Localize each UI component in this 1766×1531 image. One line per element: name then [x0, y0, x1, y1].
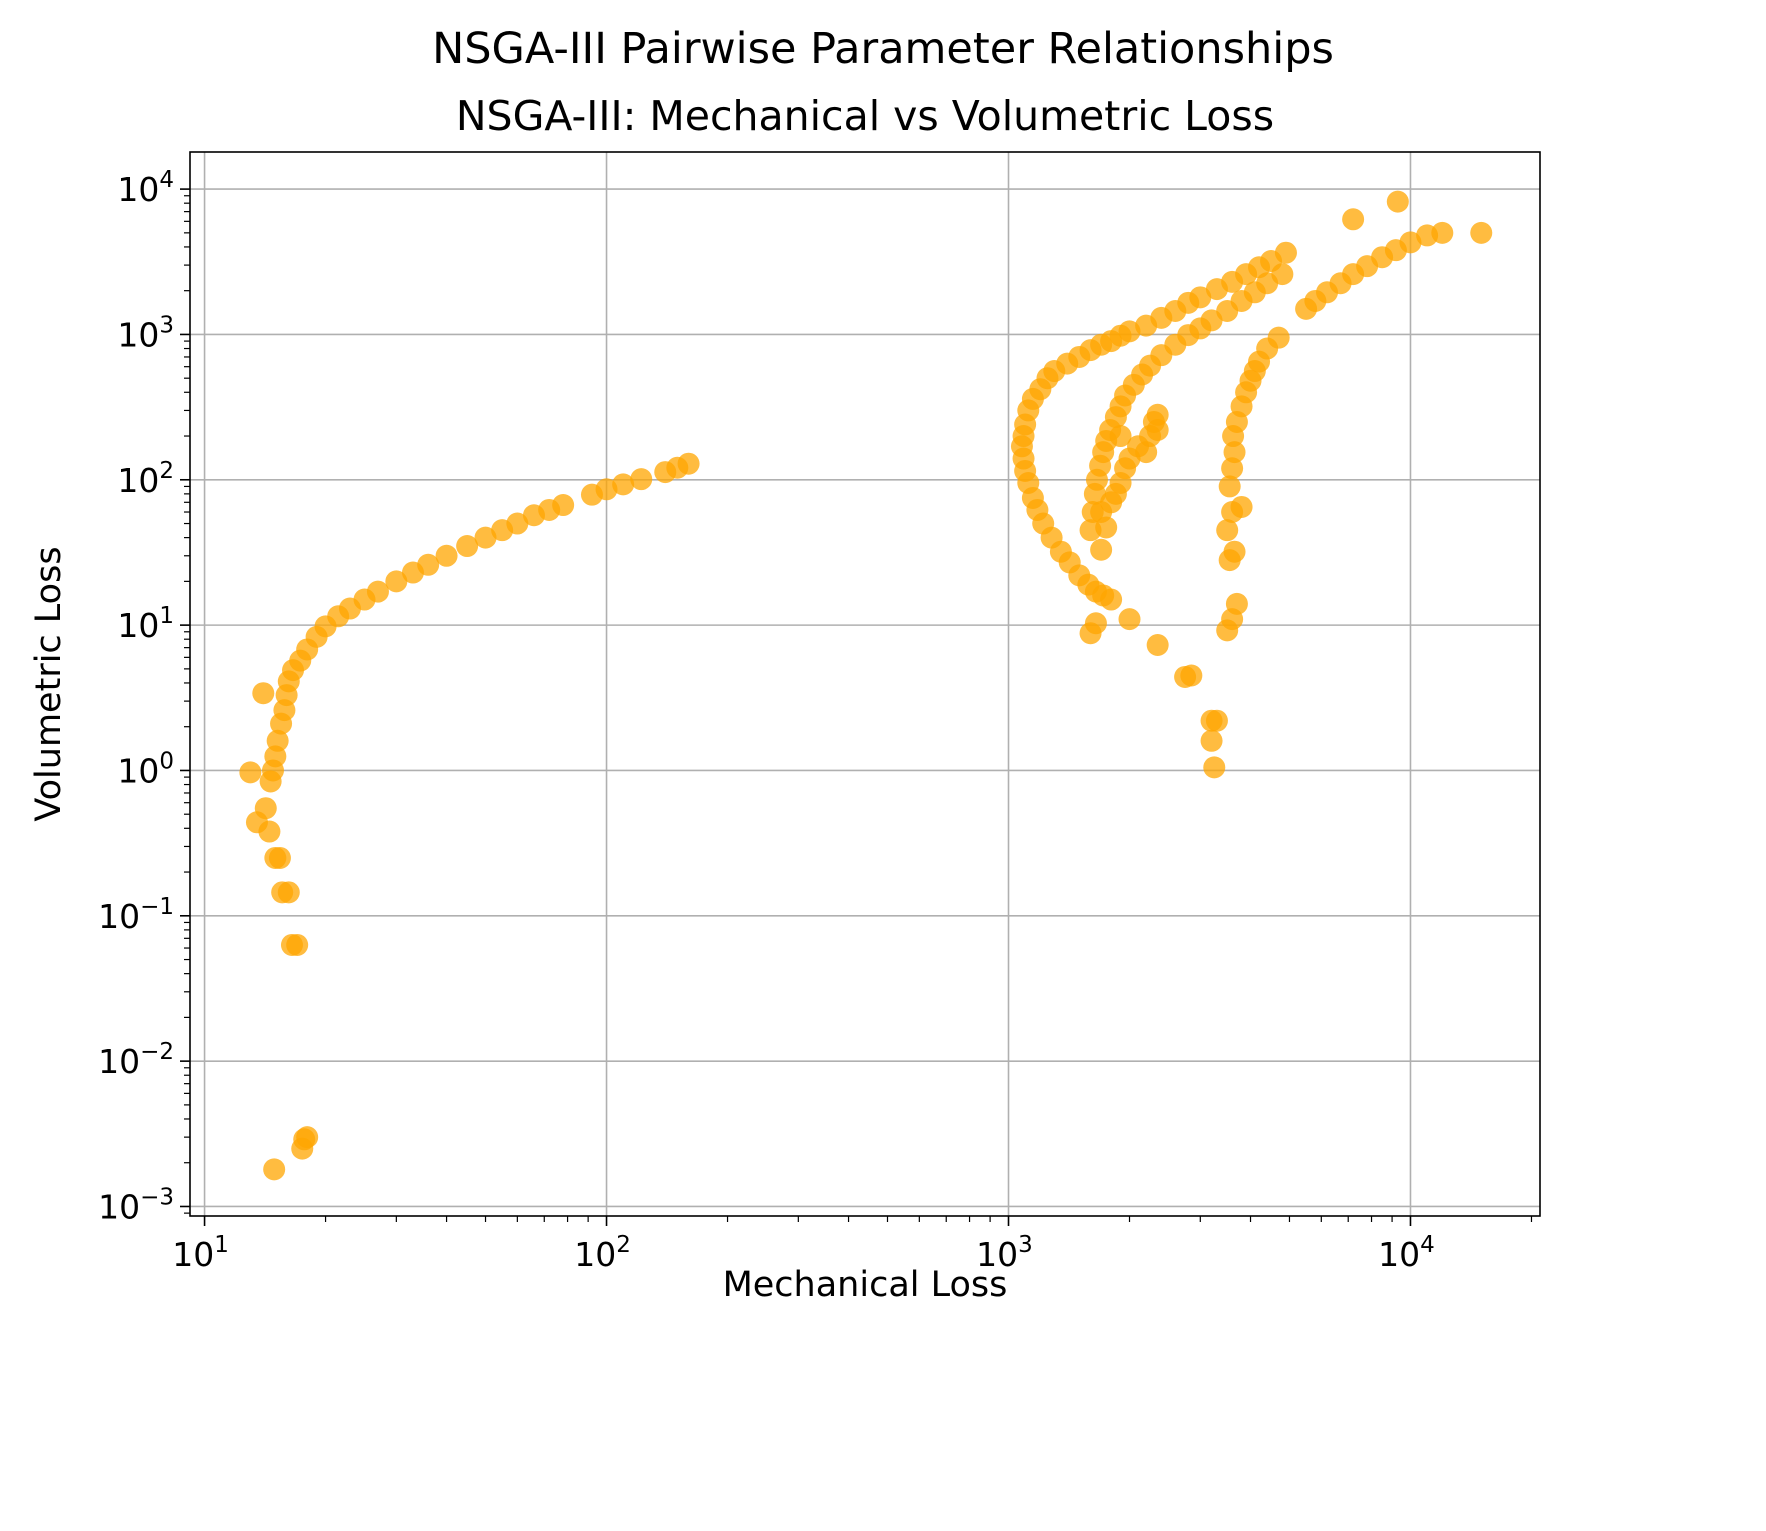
data-point: [1090, 538, 1113, 561]
data-point: [1342, 208, 1365, 231]
data-point: [1109, 425, 1132, 448]
data-point: [552, 494, 575, 517]
y-tick-label: 103: [117, 312, 174, 354]
data-point: [1230, 495, 1253, 518]
data-point: [1399, 231, 1422, 254]
data-point: [506, 512, 529, 535]
data-point: [1267, 326, 1290, 349]
plot-title: NSGA-III: Mechanical vs Volumetric Loss: [456, 92, 1274, 140]
data-point: [1225, 592, 1248, 615]
data-point: [1146, 419, 1169, 442]
y-tick-label: 101: [117, 603, 174, 645]
x-tick-label: 103: [976, 1232, 1033, 1274]
data-point: [1218, 475, 1241, 498]
y-tick-label: 102: [117, 458, 174, 500]
data-point: [258, 820, 281, 843]
y-tick-label: 10−1: [98, 894, 174, 936]
data-point: [1146, 403, 1169, 426]
data-point: [1118, 608, 1141, 631]
data-point: [1200, 729, 1223, 752]
y-tick-label: 10−3: [98, 1184, 174, 1226]
data-point: [277, 881, 300, 904]
data-point: [1271, 263, 1294, 286]
data-point: [435, 544, 458, 567]
data-point: [1386, 190, 1409, 213]
grid-lines: [190, 152, 1540, 1216]
data-point: [366, 580, 389, 603]
y-axis-label: Volumetric Loss: [29, 546, 69, 821]
data-point: [677, 452, 700, 475]
y-tick-label: 100: [117, 748, 174, 790]
data-point: [268, 846, 291, 869]
data-point: [1189, 286, 1212, 309]
data-point: [456, 535, 479, 558]
data-point: [1216, 519, 1239, 542]
x-tick-label: 101: [172, 1232, 229, 1274]
x-axis-label: Mechanical Loss: [723, 1265, 1008, 1305]
data-points: [239, 190, 1493, 1181]
data-point: [1100, 588, 1123, 611]
data-point: [1203, 756, 1226, 779]
data-point: [1223, 441, 1246, 464]
data-point: [239, 761, 262, 784]
data-point: [286, 933, 309, 956]
data-point: [1431, 221, 1454, 244]
data-point: [417, 553, 440, 576]
data-point: [595, 478, 618, 501]
data-point: [1223, 540, 1246, 563]
data-point: [1274, 241, 1297, 264]
tick-labels: 101 102 103 104 10−3 10−2 10−1 100 101 102 103 104: [98, 167, 1435, 1274]
data-point: [296, 1126, 319, 1149]
y-tick-label: 10−2: [98, 1039, 174, 1081]
data-point: [1118, 320, 1141, 343]
plot-frame: [189, 151, 1541, 1217]
data-point: [1084, 612, 1107, 635]
data-point: [1146, 633, 1169, 656]
data-point: [1205, 709, 1228, 732]
figure-suptitle: NSGA-III Pairwise Parameter Relationship…: [432, 24, 1334, 74]
data-point: [266, 729, 289, 752]
data-point: [474, 526, 497, 549]
data-point: [1470, 221, 1493, 244]
x-tick-label: 102: [574, 1232, 631, 1274]
axis-ticks: [180, 188, 1533, 1226]
data-point: [385, 570, 408, 593]
data-point: [630, 468, 653, 491]
x-tick-label: 104: [1378, 1232, 1435, 1274]
y-tick-label: 104: [117, 167, 174, 209]
data-point: [1180, 664, 1203, 687]
data-point: [1221, 457, 1244, 480]
data-point: [252, 682, 275, 705]
data-point: [612, 473, 635, 496]
data-point: [263, 1158, 286, 1181]
data-point: [254, 797, 277, 820]
